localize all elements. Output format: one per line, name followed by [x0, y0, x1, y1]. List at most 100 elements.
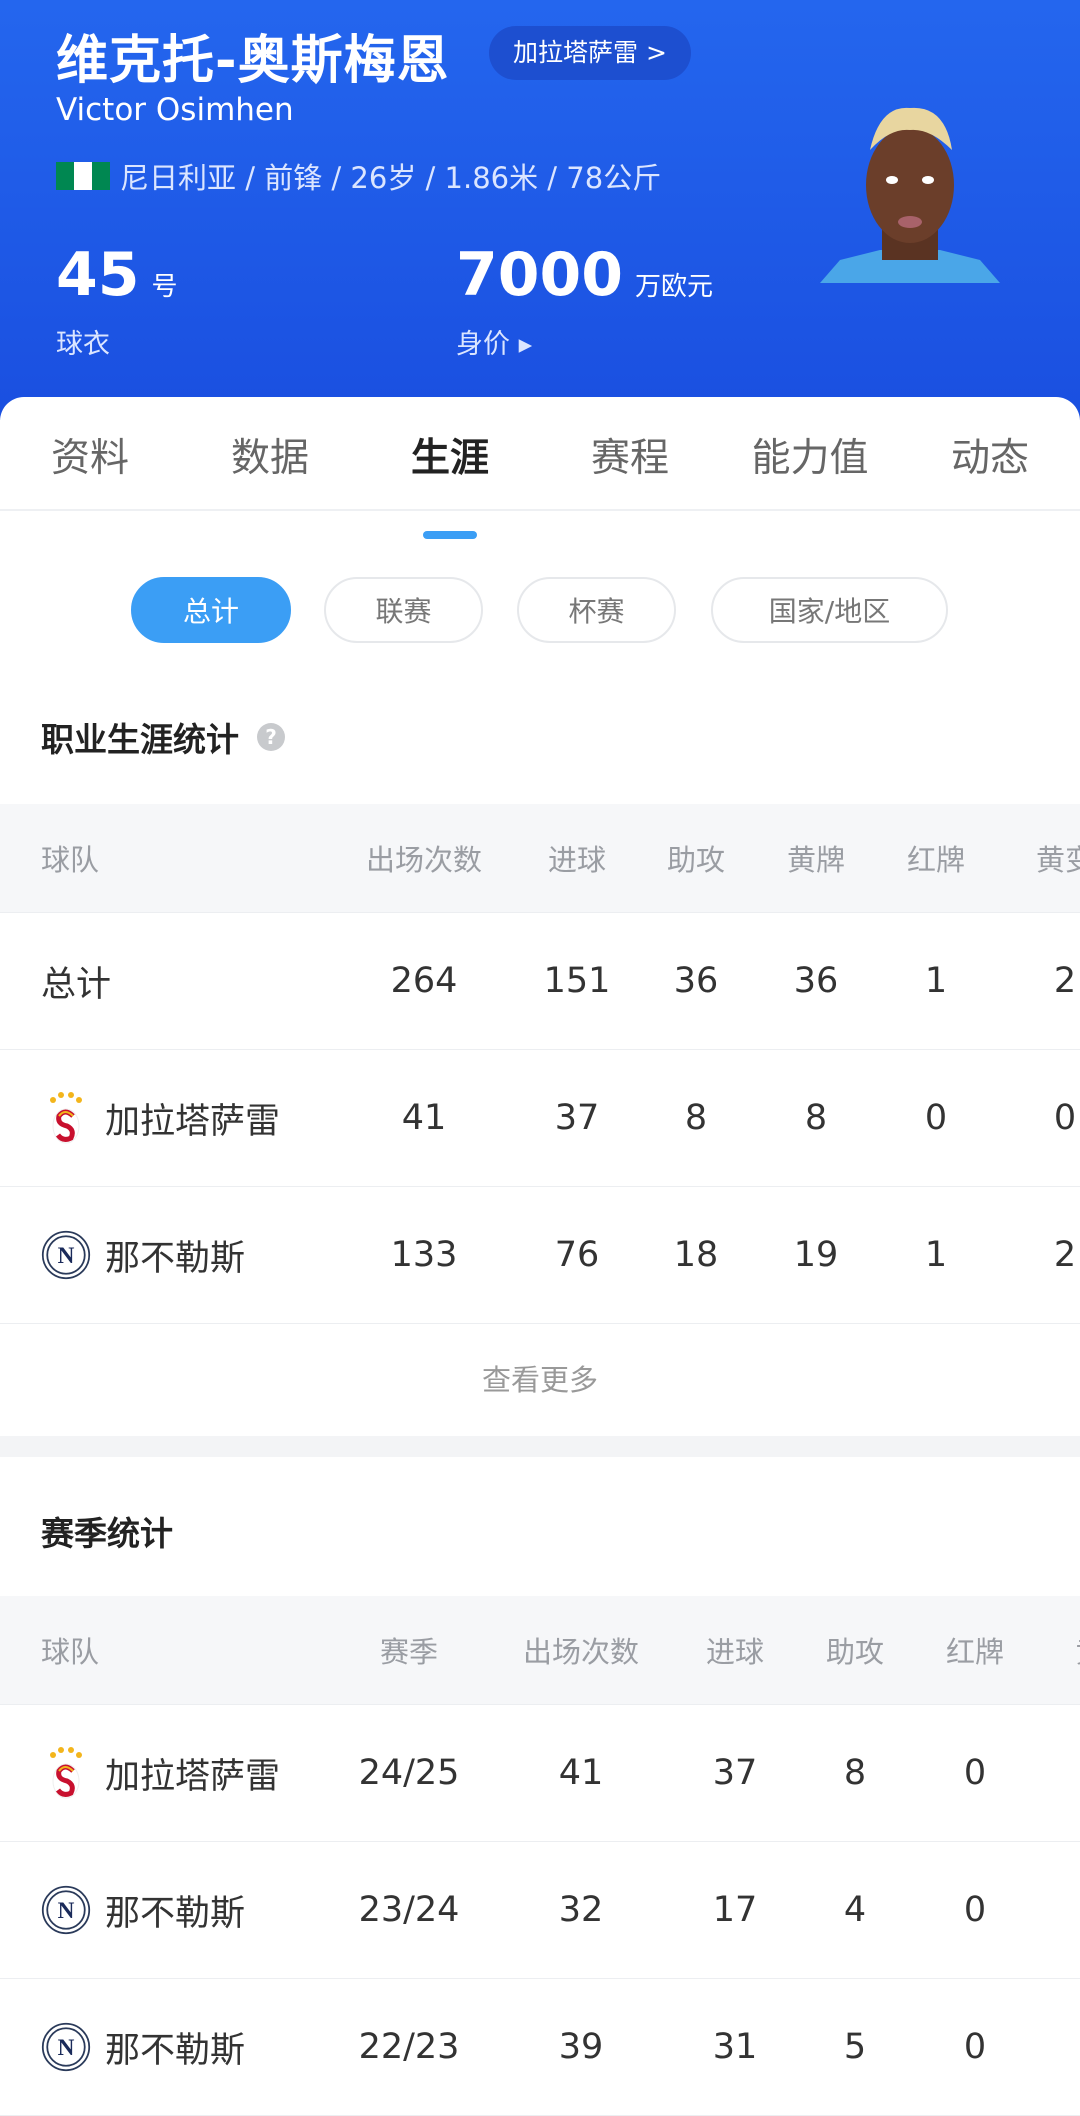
- stat-cell: 37: [554, 1098, 600, 1138]
- market-value-number: 7000: [456, 240, 623, 310]
- team-name: 那不勒斯: [105, 1893, 246, 1934]
- tab-ability[interactable]: 能力值: [751, 436, 869, 481]
- napoli-logo-icon: N: [41, 1882, 91, 1938]
- team-cell: N 那不勒斯: [41, 1187, 245, 1323]
- stat-cell: 2: [1053, 961, 1077, 1001]
- stat-cell: 39: [558, 2027, 604, 2067]
- career-table-header: 球队 出场次数 进球 助攻 黄牌 红牌 黄变: [0, 804, 1080, 913]
- table-row[interactable]: N 那不勒斯 23/24 32 17 4 0: [0, 1842, 1080, 1979]
- napoli-logo-icon: N: [41, 1227, 91, 1283]
- header-cell: 助攻: [825, 1635, 885, 1669]
- stat-cell: 31: [712, 2027, 758, 2067]
- help-icon[interactable]: ?: [257, 723, 285, 751]
- stat-cell: 22/23: [358, 2027, 460, 2067]
- market-value-unit: 万欧元: [635, 272, 714, 302]
- team-name: 那不勒斯: [105, 2030, 246, 2071]
- stat-cell: 18: [673, 1235, 719, 1275]
- stat-cell: 32: [558, 1890, 604, 1930]
- stat-cell: 133: [390, 1235, 458, 1275]
- header-cell: 黄牌: [786, 843, 846, 877]
- header-cell: 助攻: [666, 843, 726, 877]
- stat-cell: 0: [963, 1890, 987, 1930]
- stat-cell: 2: [1053, 1235, 1077, 1275]
- stat-cell: 151: [543, 961, 611, 1001]
- svg-text:N: N: [58, 1243, 75, 1269]
- stat-cell: 8: [804, 1098, 828, 1138]
- tab-schedule[interactable]: 赛程: [590, 436, 670, 481]
- team-cell: 加拉塔萨雷: [41, 1705, 280, 1841]
- stat-cell: 37: [712, 1753, 758, 1793]
- shirt-number-value: 45: [56, 240, 140, 310]
- stat-cell: 0: [1053, 1098, 1077, 1138]
- header-cell: 进球: [705, 1635, 765, 1669]
- team-name: 加拉塔萨雷: [105, 1756, 281, 1797]
- filter-national[interactable]: 国家/地区: [711, 577, 948, 643]
- stat-cell: 36: [793, 961, 839, 1001]
- player-info-text: 尼日利亚 / 前锋 / 26岁 / 1.86米 / 78公斤: [120, 161, 662, 195]
- shirt-number: 45 号: [56, 240, 178, 310]
- header-team: 球队: [41, 1635, 100, 1669]
- table-row[interactable]: 加拉塔萨雷 24/25 41 37 8 0: [0, 1705, 1080, 1842]
- career-section-title: 职业生涯统计?: [41, 713, 285, 761]
- team-link-button[interactable]: 加拉塔萨雷 >: [489, 26, 691, 80]
- player-name-english: Victor Osimhen: [56, 92, 294, 128]
- header-cell: 红牌: [945, 1635, 1005, 1669]
- header-team: 球队: [41, 843, 100, 877]
- napoli-logo-icon: N: [41, 2019, 91, 2075]
- tab-profile[interactable]: 资料: [50, 436, 130, 481]
- season-table-header: 球队 赛季 出场次数 进球 助攻 红牌 黄: [0, 1596, 1080, 1705]
- header-cell: 进球: [547, 843, 607, 877]
- team-cell: N 那不勒斯: [41, 1842, 245, 1978]
- stat-cell: 264: [390, 961, 458, 1001]
- table-row[interactable]: 总计 264 151 36 36 1 2: [0, 913, 1080, 1050]
- divider: [0, 509, 1080, 511]
- header-cell: 黄变: [1035, 843, 1080, 877]
- shirt-label: 球衣: [56, 329, 110, 360]
- career-title-text: 职业生涯统计: [41, 720, 239, 759]
- tab-news[interactable]: 动态: [950, 436, 1030, 481]
- stat-cell: 1: [924, 1235, 948, 1275]
- stat-cell: 5: [843, 2027, 867, 2067]
- shirt-number-unit: 号: [151, 272, 178, 302]
- player-photo: [820, 107, 1000, 283]
- season-section-title: 赛季统计: [41, 1514, 173, 1553]
- stat-cell: 24/25: [358, 1753, 460, 1793]
- player-name: 维克托-奥斯梅恩: [56, 31, 450, 91]
- filter-total[interactable]: 总计: [131, 577, 291, 643]
- team-name: 那不勒斯: [105, 1238, 246, 1279]
- stat-cell: 1: [924, 961, 948, 1001]
- market-value: 7000 万欧元: [456, 240, 713, 310]
- header-cell: 红牌: [906, 843, 966, 877]
- table-row[interactable]: 加拉塔萨雷 41 37 8 8 0 0: [0, 1050, 1080, 1187]
- header-cell: 黄: [1075, 1596, 1080, 1704]
- market-value-link[interactable]: 身价 ▸: [456, 329, 533, 360]
- filter-cup[interactable]: 杯赛: [517, 577, 676, 643]
- tab-bar: 资料 数据 生涯 赛程 能力值 动态: [0, 427, 1080, 539]
- galatasaray-logo-icon: [41, 1745, 91, 1801]
- section-gap: [0, 1436, 1080, 1457]
- header-cell: 出场次数: [365, 843, 483, 877]
- svg-text:N: N: [58, 1898, 75, 1924]
- player-header: 维克托-奥斯梅恩 加拉塔萨雷 > Victor Osimhen 尼日利亚 / 前…: [0, 0, 1080, 420]
- filter-league[interactable]: 联赛: [324, 577, 483, 643]
- stat-cell: 41: [401, 1098, 447, 1138]
- nigeria-flag-icon: [56, 162, 110, 190]
- table-row[interactable]: N 那不勒斯 133 76 18 19 1 2: [0, 1187, 1080, 1324]
- view-more-button[interactable]: 查看更多: [481, 1363, 598, 1397]
- tab-stats[interactable]: 数据: [230, 436, 310, 481]
- stat-cell: 41: [558, 1753, 604, 1793]
- content-card: 资料 数据 生涯 赛程 能力值 动态 总计 联赛 杯赛 国家/地区 职业生涯统计…: [0, 397, 1080, 2116]
- header-cell: 出场次数: [522, 1635, 640, 1669]
- table-row[interactable]: N 那不勒斯 22/23 39 31 5 0: [0, 1979, 1080, 2116]
- team-cell: N 那不勒斯: [41, 1979, 245, 2115]
- stat-cell: 8: [684, 1098, 708, 1138]
- tab-career[interactable]: 生涯: [410, 436, 490, 481]
- stat-cell: 0: [963, 2027, 987, 2067]
- team-name: 加拉塔萨雷: [105, 1101, 281, 1142]
- stat-cell: 8: [843, 1753, 867, 1793]
- team-cell: 加拉塔萨雷: [41, 1050, 280, 1186]
- stat-cell: 76: [554, 1235, 600, 1275]
- stat-cell: 36: [673, 961, 719, 1001]
- stat-cell: 0: [963, 1753, 987, 1793]
- stat-cell: 23/24: [358, 1890, 460, 1930]
